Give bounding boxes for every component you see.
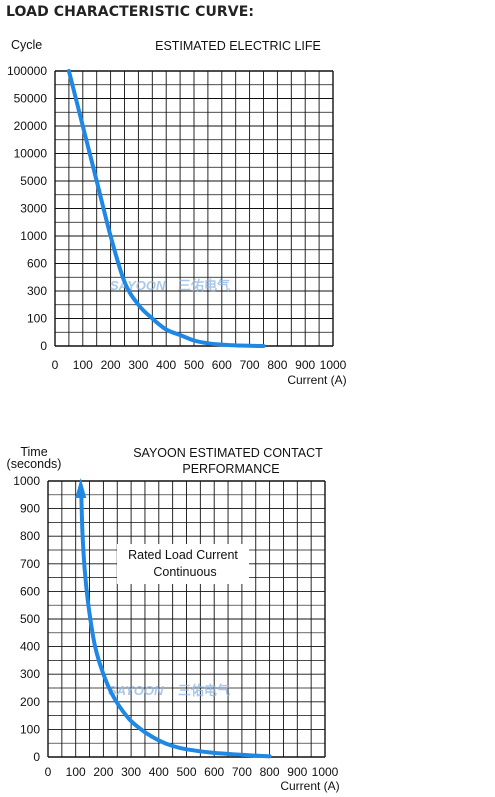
chart1-y-tick-label: 5000 — [20, 174, 47, 188]
chart1-y-tick-label: 3000 — [20, 202, 47, 216]
chart2-x-tick-label: 400 — [149, 765, 169, 779]
chart2-x-tick-label: 600 — [204, 765, 224, 779]
chart2-y-tick-label: 900 — [20, 502, 40, 516]
chart2-watermark-cn: 三佑电气 — [178, 683, 230, 698]
chart1-x-tick-label: 100 — [73, 358, 93, 372]
chart2-x-tick-label: 300 — [121, 765, 141, 779]
chart2-y-tick-label: 600 — [20, 584, 40, 598]
chart2-annotation-box — [117, 544, 249, 584]
chart1-x-tick-label: 300 — [128, 358, 148, 372]
chart2-title-line1: SAYOON ESTIMATED CONTACT — [133, 446, 323, 460]
chart2-x-tick-label: 1000 — [312, 765, 339, 779]
chart2-y-tick-label: 800 — [20, 529, 40, 543]
chart2-x-tick-label: 800 — [260, 765, 280, 779]
chart2-y-tick-label: 400 — [20, 640, 40, 654]
chart2-title-line2: PERFORMANCE — [182, 462, 279, 476]
chart1-title: ESTIMATED ELECTRIC LIFE — [155, 39, 321, 53]
chart1-x-tick-label: 800 — [267, 358, 287, 372]
chart2-y-tick-label: 300 — [20, 667, 40, 681]
chart2-x-tick-label: 100 — [66, 765, 86, 779]
chart1-y-tick-label: 100000 — [7, 64, 47, 78]
chart1-x-tick-label: 1000 — [320, 358, 347, 372]
chart2-x-tick-label: 900 — [287, 765, 307, 779]
chart1-watermark-cn: 三佑电气 — [178, 278, 230, 293]
chart1-xlabel: Current (A) — [287, 373, 346, 387]
chart1-series-line — [66, 69, 266, 348]
chart1-y-tick-label: 600 — [27, 257, 47, 271]
chart2-ylabel-line1: Time — [20, 445, 47, 459]
chart1-x-tick-label: 400 — [156, 358, 176, 372]
chart2-y-tick-label: 500 — [20, 612, 40, 626]
page-heading: LOAD CHARACTERISTIC CURVE: — [6, 4, 255, 20]
chart1-y-tick-label: 20000 — [14, 119, 48, 133]
chart1-x-tick-label: 900 — [295, 358, 315, 372]
chart1-x-tick-label: 700 — [240, 358, 260, 372]
chart2-annotation-line1: Rated Load Current — [128, 548, 238, 562]
chart2-xlabel: Current (A) — [280, 779, 339, 793]
chart2-watermark-brand: SAYOON — [108, 683, 164, 698]
chart2-y-tick-label: 700 — [20, 557, 40, 571]
chart1-y-tick-label: 100 — [27, 312, 47, 326]
chart2-x-tick-label: 700 — [232, 765, 252, 779]
chart1-x-tick-label: 600 — [212, 358, 232, 372]
chart2-grid — [47, 480, 326, 758]
electric-life-chart: Cycle ESTIMATED ELECTRIC LIFE SAYOON 三佑电… — [7, 38, 347, 387]
chart1-y-tick-label: 1000 — [20, 229, 47, 243]
chart2-x-tick-label: 200 — [93, 765, 113, 779]
chart1-y-tick-label: 10000 — [14, 147, 48, 161]
chart1-y-tick-label: 0 — [40, 339, 47, 353]
chart1-y-tick-label: 50000 — [14, 92, 48, 106]
chart1-grid — [54, 70, 334, 347]
chart2-x-tick-label: 500 — [176, 765, 196, 779]
chart1-x-tick-label: 0 — [52, 358, 59, 372]
chart2-series-line — [79, 490, 272, 759]
chart2-y-tick-label: 1000 — [13, 474, 40, 488]
chart2-y-tick-label: 0 — [33, 750, 40, 764]
chart2-y-tick-label: 100 — [20, 722, 40, 736]
chart1-x-tick-label: 200 — [101, 358, 121, 372]
chart2-ylabel-line2: (seconds) — [7, 457, 62, 471]
chart2-annotation-line2: Continuous — [153, 565, 216, 579]
chart1-ticks: 1000005000020000100005000300010006003001… — [7, 64, 347, 372]
chart2-arrow-head — [75, 478, 87, 499]
chart1-y-tick-label: 300 — [27, 284, 47, 298]
chart2-y-tick-label: 200 — [20, 695, 40, 709]
chart2-x-tick-label: 0 — [45, 765, 52, 779]
chart1-x-tick-label: 500 — [184, 358, 204, 372]
chart1-ylabel: Cycle — [11, 38, 42, 52]
